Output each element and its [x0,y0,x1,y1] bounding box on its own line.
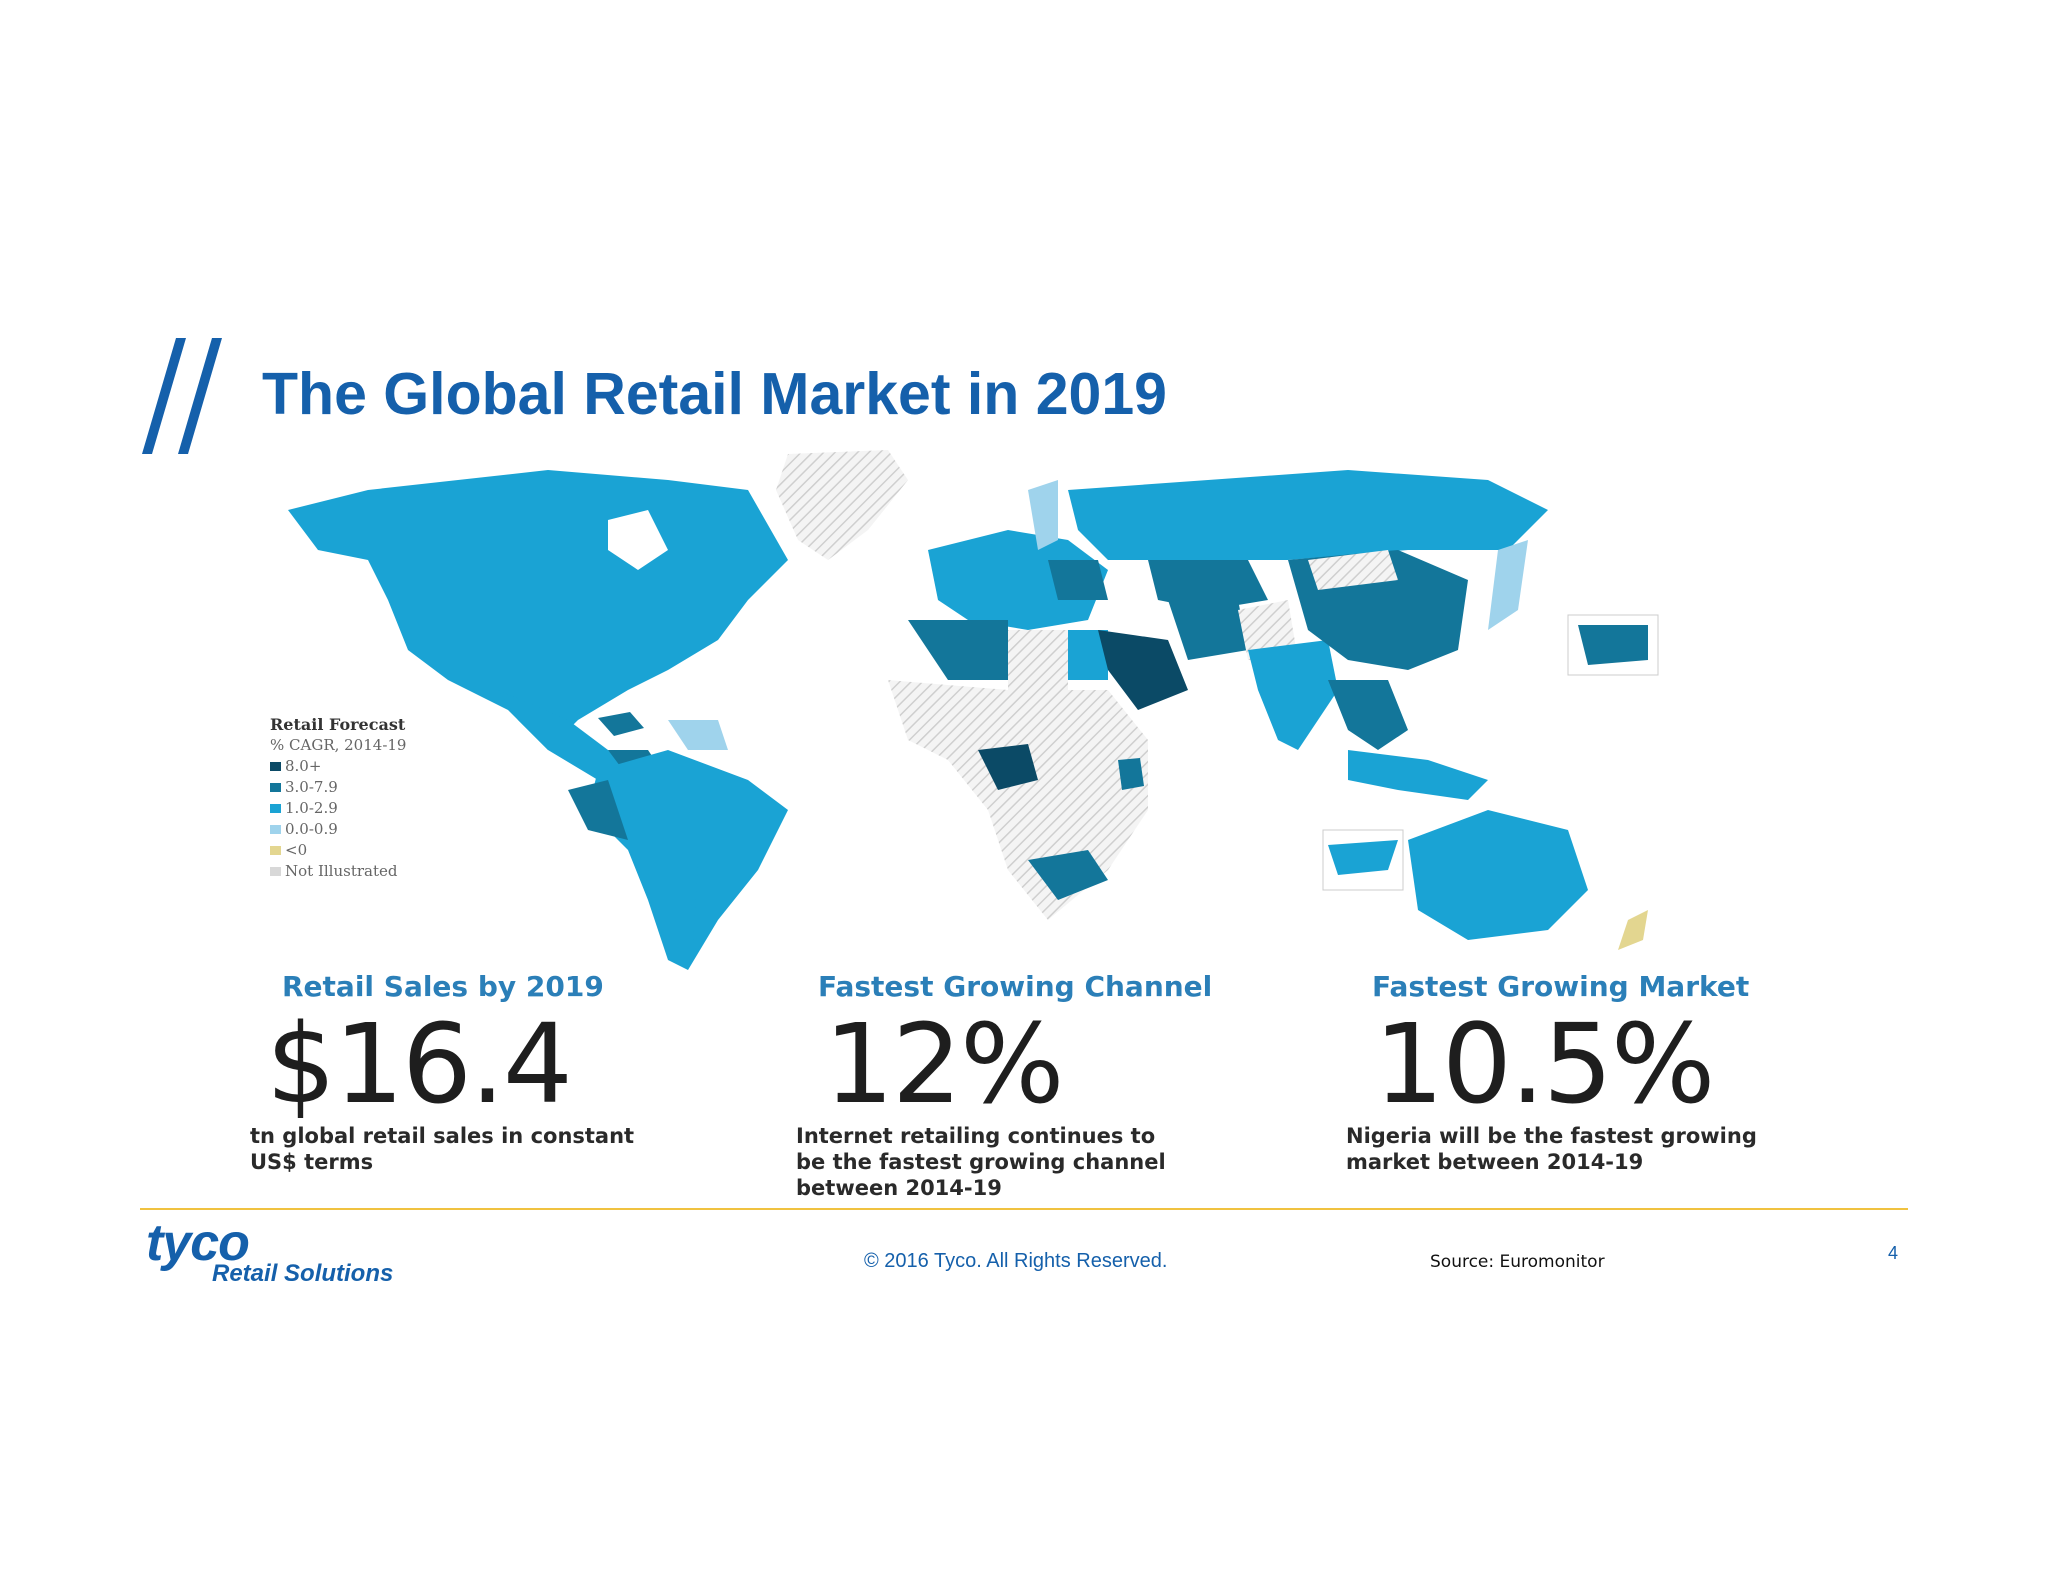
stat-value: $16.4 [266,1000,573,1128]
map-legend: Retail Forecast % CAGR, 2014-19 8.0+ 3.0… [270,714,406,882]
africa-hatch [888,680,1148,920]
stat-heading: Fastest Growing Market [1372,970,1750,1003]
russia-region [1068,470,1548,560]
logo-subtitle: Retail Solutions [212,1260,394,1287]
indonesia-region [1348,750,1488,800]
legend-item: <0 [270,840,406,861]
libya-hatch [1008,630,1068,690]
copyright-text: © 2016 Tyco. All Rights Reserved. [864,1250,1168,1272]
stat-heading: Fastest Growing Channel [818,970,1213,1003]
algeria-region [908,620,1008,680]
legend-item: 3.0-7.9 [270,777,406,798]
new-zealand-region [1618,910,1648,950]
kenya-region [1118,758,1144,790]
footer-divider [140,1208,1908,1210]
stat-description-line: between 2014-19 [796,1176,1002,1200]
stat-description-line: Internet retailing continues to [796,1124,1156,1148]
middle-east-hatch [1238,600,1298,660]
inset-korea [1567,614,1659,676]
nigeria-region [978,744,1038,790]
mexico-region [498,690,628,780]
stat-value: 10.5% [1374,1000,1715,1128]
stat-fastest-channel: Fastest Growing Channel 12% Internet ret… [796,970,1212,1201]
stat-description-line: be the fastest growing channel [796,1150,1166,1174]
page-number: 4 [1888,1243,1899,1263]
india-region [1248,640,1338,750]
eastern-europe-region [1048,560,1108,600]
venezuela-region [598,712,644,736]
logo-brand: tyco [146,1214,250,1272]
tyco-logo: tyco Retail Solutions [146,1214,394,1288]
stat-description-line: US$ terms [250,1150,374,1174]
mongolia-hatch [1308,550,1398,590]
title-slash-icon [142,338,222,454]
peru-region [568,780,628,840]
southeast-asia-region [1328,680,1408,750]
saudi-arabia-region [1098,630,1188,710]
stat-value: 12% [824,1000,1065,1128]
legend-subtitle: % CAGR, 2014-19 [270,736,407,754]
south-america-region [588,750,788,970]
world-map [288,450,1659,970]
legend-item: 8.0+ [270,756,406,777]
greenland-region [776,450,908,560]
iran-region [1168,600,1248,660]
europe-region [928,530,1108,630]
stat-description-line: tn global retail sales in constant [250,1124,635,1148]
stat-description-line: market between 2014-19 [1346,1150,1644,1174]
venezuela-pale [668,720,728,750]
stat-fastest-market: Fastest Growing Market 10.5% Nigeria wil… [1346,970,1757,1175]
scandinavia-pale [1028,480,1058,550]
legend-title: Retail Forecast [270,715,406,734]
hudson-bay [608,510,668,570]
stat-description-line: Nigeria will be the fastest growing [1346,1124,1757,1148]
legend-item: Not Illustrated [270,861,406,882]
egypt-region [1068,630,1108,680]
south-africa-region [1028,850,1108,900]
stat-heading: Retail Sales by 2019 [282,970,604,1003]
legend-item: 0.0-0.9 [270,819,406,840]
inset-islands [1322,829,1404,891]
legend-item: 1.0-2.9 [270,798,406,819]
source-text: Source: Euromonitor [1430,1252,1605,1272]
kazakhstan-region [1148,560,1268,610]
argentina-region [658,860,698,955]
japan-region [1488,540,1528,630]
page-title: The Global Retail Market in 2019 [262,361,1167,427]
stat-retail-sales: Retail Sales by 2019 $16.4 tn global ret… [250,970,634,1175]
australia-region [1408,810,1588,940]
